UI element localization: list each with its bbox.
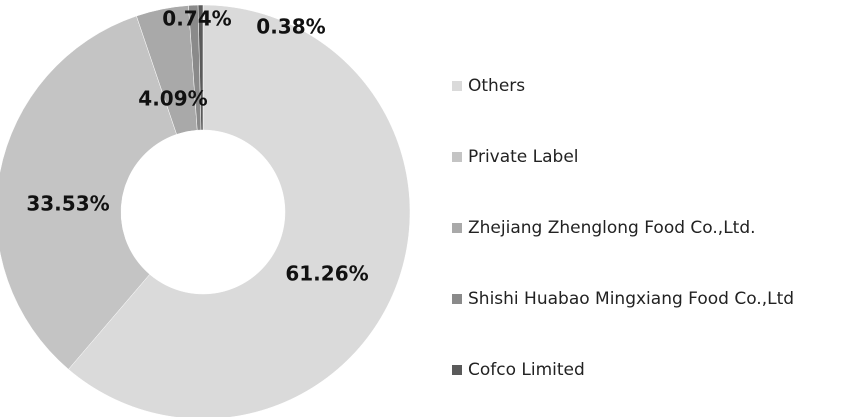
donut-slice — [197, 4, 204, 131]
value-label: 4.09% — [138, 87, 207, 111]
legend-swatch — [452, 81, 462, 91]
legend-swatch — [452, 365, 462, 375]
donut-slice — [0, 15, 177, 370]
legend-swatch — [452, 152, 462, 162]
legend-label: Zhejiang Zhenglong Food Co.,Ltd. — [468, 218, 756, 238]
value-label: 0.38% — [256, 15, 325, 39]
legend-label: Others — [468, 76, 525, 96]
legend-swatch — [452, 223, 462, 233]
value-label: 0.74% — [162, 7, 231, 31]
legend-label: Cofco Limited — [468, 360, 585, 380]
value-label: 33.53% — [26, 192, 109, 216]
donut-slice — [68, 4, 411, 417]
value-label: 61.26% — [285, 262, 368, 286]
legend-label: Shishi Huabao Mingxiang Food Co.,Ltd — [468, 289, 794, 309]
legend-label: Private Label — [468, 147, 579, 167]
legend-swatch — [452, 294, 462, 304]
